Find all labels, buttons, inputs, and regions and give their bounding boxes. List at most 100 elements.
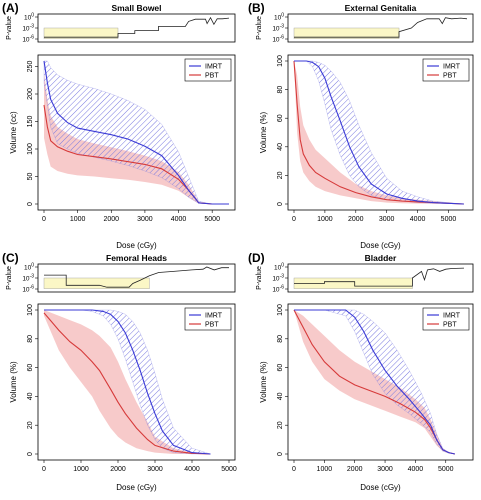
pvalue-significance-region bbox=[43, 277, 150, 289]
x-tick-label: 5000 bbox=[221, 466, 237, 473]
pvalue-tick-label: 100 bbox=[274, 263, 284, 272]
y-tick-label: 40 bbox=[277, 143, 284, 151]
panel-title: Small Bowel bbox=[111, 3, 161, 13]
pvalue-line bbox=[294, 267, 465, 287]
x-axis-label: Dose (cGy) bbox=[360, 483, 401, 492]
legend-label-pbt: PBT bbox=[443, 73, 457, 80]
pbt-confidence-band bbox=[44, 310, 211, 454]
y-axis-label: Volume (cc) bbox=[9, 111, 18, 154]
legend-label-imrt: IMRT bbox=[205, 64, 223, 71]
y-axis-label: Volume (%) bbox=[9, 361, 18, 403]
y-tick-label: 100 bbox=[27, 143, 34, 155]
pvalue-tick-label: 10-6 bbox=[22, 285, 34, 294]
pvalue-line bbox=[44, 266, 229, 288]
panel-b: (B) External Genitalia 100 10-3 10-6 P-value 0… bbox=[248, 1, 474, 250]
y-tick-label: 50 bbox=[27, 173, 34, 181]
y-tick-label: 20 bbox=[27, 421, 34, 429]
pbt-line bbox=[43, 312, 211, 455]
pvalue-axis-label: P-value bbox=[256, 16, 263, 40]
pvalue-tick-label: 100 bbox=[24, 263, 34, 272]
x-tick-label: 4000 bbox=[184, 466, 200, 473]
y-tick-label: 40 bbox=[27, 392, 34, 400]
y-tick-label: 100 bbox=[277, 55, 284, 67]
pvalue-tick-label: 10-6 bbox=[272, 285, 284, 294]
x-tick-label: 3000 bbox=[377, 466, 393, 473]
pvalue-axis-label: P-value bbox=[256, 266, 263, 290]
y-tick-label: 100 bbox=[277, 304, 284, 316]
panel-title: Bladder bbox=[365, 253, 397, 263]
panel-title: External Genitalia bbox=[345, 3, 417, 13]
plot-frame bbox=[287, 54, 474, 211]
pvalue-tick-label: 10-3 bbox=[22, 24, 34, 33]
x-tick-label: 2000 bbox=[347, 466, 363, 473]
imrt-line bbox=[44, 309, 211, 455]
y-tick-label: 0 bbox=[277, 202, 284, 206]
x-tick-label: 1000 bbox=[317, 216, 333, 223]
y-tick-label: 80 bbox=[277, 335, 284, 343]
y-tick-label: 0 bbox=[277, 452, 284, 456]
x-tick-label: 1000 bbox=[73, 466, 89, 473]
pvalue-line bbox=[294, 17, 468, 38]
x-axis-label: Dose (cGy) bbox=[360, 241, 401, 250]
x-tick-label: 4000 bbox=[408, 466, 424, 473]
x-axis-label: Dose (cGy) bbox=[116, 483, 157, 492]
y-tick-label: 20 bbox=[277, 421, 284, 429]
legend-label-pbt: PBT bbox=[205, 73, 219, 80]
pvalue-tick-label: 10-3 bbox=[272, 24, 284, 33]
x-tick-label: 4000 bbox=[171, 216, 187, 223]
pvalue-tick-label: 10-6 bbox=[272, 35, 284, 44]
y-tick-label: 80 bbox=[27, 335, 34, 343]
x-tick-label: 2000 bbox=[110, 466, 126, 473]
pvalue-tick-label: 100 bbox=[274, 13, 284, 22]
y-tick-label: 80 bbox=[277, 86, 284, 94]
plot-frame bbox=[37, 54, 236, 211]
x-tick-label: 0 bbox=[42, 466, 46, 473]
x-tick-label: 5000 bbox=[438, 466, 454, 473]
imrt-line bbox=[43, 60, 229, 205]
x-axis-label: Dose (cGy) bbox=[116, 241, 157, 250]
x-tick-label: 1000 bbox=[70, 216, 86, 223]
panel-label: (A) bbox=[2, 1, 19, 15]
pvalue-axis-label: P-value bbox=[6, 16, 13, 40]
x-tick-label: 0 bbox=[292, 216, 296, 223]
y-tick-label: 100 bbox=[27, 304, 34, 316]
pbt-confidence-band bbox=[44, 72, 229, 204]
panel-title: Femoral Heads bbox=[106, 253, 167, 263]
panel-label: (B) bbox=[248, 1, 265, 15]
imrt-line bbox=[294, 309, 456, 455]
y-tick-label: 40 bbox=[277, 392, 284, 400]
y-tick-label: 150 bbox=[27, 116, 34, 128]
legend-label-pbt: PBT bbox=[205, 322, 219, 329]
pvalue-tick-label: 10-3 bbox=[272, 274, 284, 283]
pvalue-tick-label: 100 bbox=[24, 13, 34, 22]
y-tick-label: 0 bbox=[27, 202, 34, 206]
y-tick-label: 200 bbox=[27, 88, 34, 100]
legend-label-imrt: IMRT bbox=[205, 313, 223, 320]
y-tick-label: 60 bbox=[277, 364, 284, 372]
x-tick-label: 3000 bbox=[147, 466, 163, 473]
pvalue-tick-label: 10-3 bbox=[22, 274, 34, 283]
legend-label-imrt: IMRT bbox=[443, 64, 461, 71]
x-tick-label: 5000 bbox=[441, 216, 457, 223]
y-tick-label: 20 bbox=[277, 171, 284, 179]
pvalue-axis-label: P-value bbox=[6, 266, 13, 290]
x-tick-label: 3000 bbox=[137, 216, 153, 223]
plot-frame bbox=[287, 303, 474, 461]
x-tick-label: 0 bbox=[42, 216, 46, 223]
y-tick-label: 60 bbox=[277, 114, 284, 122]
pvalue-line bbox=[44, 16, 230, 38]
imrt-line bbox=[294, 60, 464, 205]
x-tick-label: 2000 bbox=[348, 216, 364, 223]
legend-label-pbt: PBT bbox=[443, 322, 457, 329]
plot-frame bbox=[37, 303, 236, 461]
x-tick-label: 2000 bbox=[103, 216, 119, 223]
y-tick-label: 0 bbox=[27, 452, 34, 456]
x-tick-label: 1000 bbox=[317, 466, 333, 473]
panel-label: (C) bbox=[2, 251, 19, 265]
y-axis-label: Volume (%) bbox=[259, 361, 268, 403]
panel-d: (D) Bladder 100 10-3 10-6 P-value 0 1000 2000 300… bbox=[248, 251, 474, 492]
panel-label: (D) bbox=[248, 251, 265, 265]
